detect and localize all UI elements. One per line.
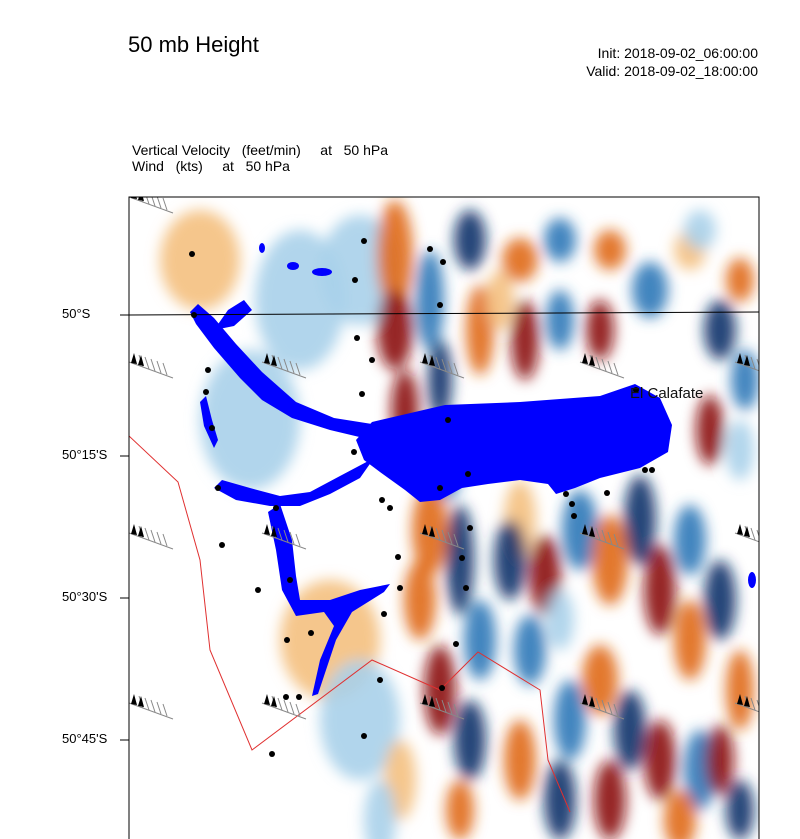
wind-barb (261, 694, 307, 720)
station-dot (361, 733, 367, 739)
lake-argentino (356, 384, 672, 502)
wind-barb (419, 353, 465, 379)
station-dot (445, 417, 451, 423)
wind-barb (129, 197, 174, 214)
station-dot (395, 554, 401, 560)
wind-barb (261, 524, 307, 550)
station-dot (465, 471, 471, 477)
wind-barb (419, 694, 465, 720)
station-dot (296, 694, 302, 700)
station-dot (649, 467, 655, 473)
station-dot (381, 611, 387, 617)
wind-barb (734, 694, 759, 713)
station-dot (467, 525, 473, 531)
init-time: Init: 2018-09-02_06:00:00 (597, 45, 758, 61)
wind-barb (579, 524, 625, 550)
lat-label-50-45s: 50°45'S (62, 731, 108, 746)
station-dot (463, 585, 469, 591)
station-dot (453, 641, 459, 647)
plot-area: El Calafate (129, 197, 759, 839)
vertical-velocity-field (160, 200, 759, 839)
station-dot (308, 630, 314, 636)
wind-barb (734, 353, 759, 372)
el-calafate-marker (633, 387, 639, 393)
station-dot (283, 694, 289, 700)
station-dot (437, 302, 443, 308)
border-line (129, 435, 571, 813)
lake-arm-southwest (214, 458, 374, 506)
station-dot (219, 542, 225, 548)
station-dot (459, 555, 465, 561)
station-dot (203, 389, 209, 395)
field-description: Vertical Velocity (feet/min) at 50 hPa Wi… (132, 142, 388, 174)
station-dot (287, 577, 293, 583)
lat-label-50-15s: 50°15'S (62, 447, 108, 462)
lake-arm-west (200, 396, 218, 448)
station-dot (563, 491, 569, 497)
station-dot (269, 751, 275, 757)
station-dot (440, 259, 446, 265)
station-dot (351, 449, 357, 455)
station-dot (387, 505, 393, 511)
station-dot (359, 391, 365, 397)
small-lake (312, 268, 332, 276)
station-dot (205, 367, 211, 373)
station-dot (369, 357, 375, 363)
station-dot (379, 497, 385, 503)
time-info: Init: 2018-09-02_06:00:00 Valid: 2018-09… (586, 44, 758, 80)
station-dot (215, 485, 221, 491)
station-dot (397, 585, 403, 591)
wind-barb (419, 524, 465, 550)
station-dot (284, 637, 290, 643)
map-overlays: El Calafate (129, 197, 759, 813)
wind-barb (129, 694, 174, 720)
station-dot (642, 467, 648, 473)
station-dot (571, 513, 577, 519)
wind-barb (579, 353, 625, 379)
latitude-line-50s (128, 311, 760, 316)
station-dot (273, 505, 279, 511)
place-label-el-calafate: El Calafate (630, 385, 703, 402)
station-dot (437, 485, 443, 491)
lat-ticks (120, 314, 129, 741)
field-line-2: Wind (kts) at 50 hPa (132, 158, 290, 174)
station-dot (569, 501, 575, 507)
small-lake (259, 243, 265, 253)
station-dot (439, 685, 445, 691)
lat-label-50s: 50°S (62, 306, 91, 321)
station-dot (361, 238, 367, 244)
small-lake (287, 262, 299, 270)
wind-barb (734, 524, 759, 543)
station-dot (189, 251, 195, 257)
wind-barb (129, 353, 174, 379)
plot-frame (128, 196, 760, 839)
station-dot (255, 587, 261, 593)
station-dot (377, 677, 383, 683)
lake-arm-northwest (190, 304, 372, 440)
wind-barb (261, 353, 307, 379)
station-dot (604, 490, 610, 496)
small-lake (748, 572, 756, 588)
lat-label-50-30s: 50°30'S (62, 589, 108, 604)
lake-arm-south (268, 504, 390, 696)
wind-barb (579, 694, 625, 720)
station-dot (427, 246, 433, 252)
station-dot (209, 425, 215, 431)
map-title: 50 mb Height (128, 32, 259, 57)
station-dot (352, 277, 358, 283)
valid-time: Valid: 2018-09-02_18:00:00 (586, 63, 758, 79)
field-line-1: Vertical Velocity (feet/min) at 50 hPa (132, 142, 389, 158)
wind-barb (129, 524, 174, 550)
station-dot (354, 335, 360, 341)
